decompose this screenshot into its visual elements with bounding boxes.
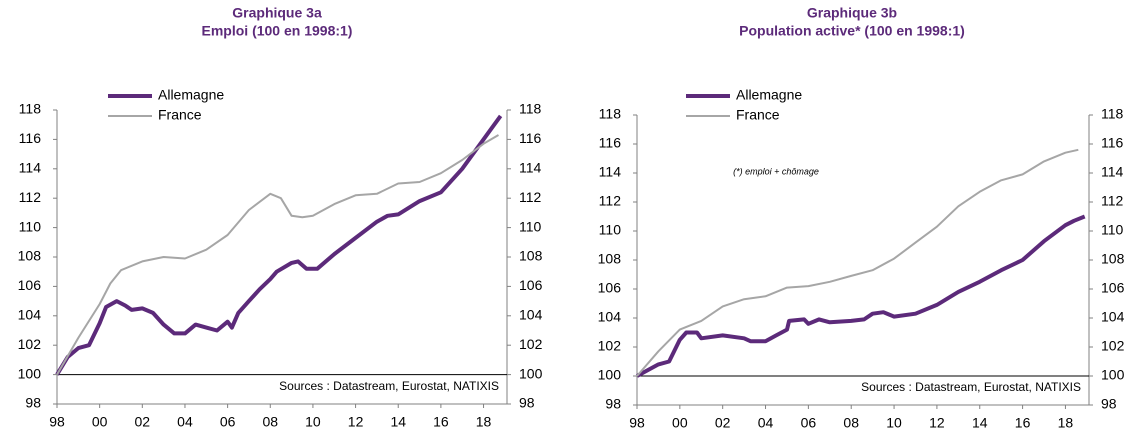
x-tick-label: 04 (758, 415, 774, 431)
y-tick-label: 100 (18, 365, 42, 381)
legend-label: France (158, 107, 202, 123)
y-tick-label: 118 (599, 106, 622, 122)
annotation: (*) emploi + chômage (733, 166, 819, 176)
y-tick-label: 102 (18, 336, 42, 352)
y2-tick-label: 110 (1101, 222, 1124, 238)
y-tick-label: 98 (605, 396, 621, 412)
y2-tick-label: 106 (519, 277, 543, 293)
x-tick-label: 14 (972, 415, 988, 431)
x-tick-label: 12 (929, 415, 945, 431)
x-tick-label: 98 (629, 415, 645, 431)
y2-tick-label: 108 (519, 248, 543, 264)
y-tick-label: 100 (598, 367, 622, 383)
x-tick-label: 98 (49, 414, 65, 430)
x-tick-label: 12 (348, 414, 364, 430)
y2-tick-label: 100 (1101, 367, 1125, 383)
line-series (636, 214, 1086, 378)
x-tick-label: 10 (305, 414, 321, 430)
y-tick-label: 114 (19, 160, 42, 176)
x-tick-label: 18 (476, 414, 492, 430)
y-tick-label: 112 (19, 189, 42, 205)
x-tick-label: 02 (135, 414, 151, 430)
x-tick-label: 18 (1058, 415, 1074, 431)
y-tick-label: 108 (18, 248, 42, 264)
chart-subtitle: Population active* (100 en 1998:1) (739, 23, 965, 39)
x-tick-label: 08 (262, 414, 278, 430)
source: Sources : Datastream, Eurostat, NATIXIS (279, 379, 499, 393)
chart-subtitle: Emploi (100 en 1998:1) (202, 23, 353, 39)
y2-tick-label: 108 (1101, 251, 1125, 267)
y-tick-label: 116 (19, 130, 42, 146)
y2-tick-label: 110 (519, 218, 542, 234)
source: Sources : Datastream, Eurostat, NATIXIS (861, 380, 1081, 394)
y2-tick-label: 104 (1101, 309, 1125, 325)
y-tick-label: 104 (598, 309, 622, 325)
y2-tick-label: 98 (1101, 396, 1117, 412)
x-tick-label: 02 (715, 415, 731, 431)
y-tick-label: 108 (598, 251, 622, 267)
y-tick-label: 110 (599, 222, 622, 238)
y2-tick-label: 104 (519, 307, 543, 323)
y2-tick-label: 116 (519, 130, 542, 146)
y-tick-label: 110 (19, 218, 42, 234)
legend-label: Allemagne (158, 87, 224, 103)
line-series (636, 148, 1079, 377)
y2-tick-label: 116 (1101, 135, 1124, 151)
legend-label: France (736, 107, 780, 123)
y2-tick-label: 98 (519, 395, 535, 411)
x-tick-label: 00 (92, 414, 108, 430)
y-tick-label: 106 (18, 277, 42, 293)
x-tick-label: 16 (1015, 415, 1031, 431)
x-tick-label: 10 (886, 415, 902, 431)
x-tick-label: 06 (220, 414, 236, 430)
y2-tick-label: 114 (1101, 164, 1124, 180)
y2-tick-label: 102 (1101, 338, 1125, 354)
y2-tick-label: 106 (1101, 280, 1125, 296)
y2-tick-label: 102 (519, 336, 543, 352)
y-tick-label: 118 (19, 101, 42, 117)
chart-title: Graphique 3a (232, 5, 322, 21)
y-tick-label: 102 (598, 338, 622, 354)
y2-tick-label: 118 (1101, 106, 1124, 122)
x-tick-label: 14 (390, 414, 406, 430)
legend-label: Allemagne (736, 87, 802, 103)
chart-title: Graphique 3b (807, 5, 897, 21)
x-tick-label: 16 (433, 414, 449, 430)
y2-tick-label: 100 (519, 365, 543, 381)
x-tick-label: 04 (177, 414, 193, 430)
x-tick-label: 08 (843, 415, 859, 431)
y-tick-label: 98 (25, 395, 41, 411)
y2-tick-label: 112 (1101, 193, 1124, 209)
line-series (56, 134, 500, 376)
y2-tick-label: 114 (519, 160, 542, 176)
y2-tick-label: 118 (519, 101, 542, 117)
y-tick-label: 116 (599, 135, 622, 151)
y-tick-label: 114 (599, 164, 622, 180)
line-series (55, 114, 503, 376)
x-tick-label: 06 (801, 415, 817, 431)
x-tick-label: 00 (672, 415, 688, 431)
y2-tick-label: 112 (519, 189, 542, 205)
y-tick-label: 106 (598, 280, 622, 296)
y-tick-label: 104 (18, 307, 42, 323)
y-tick-label: 112 (599, 193, 622, 209)
